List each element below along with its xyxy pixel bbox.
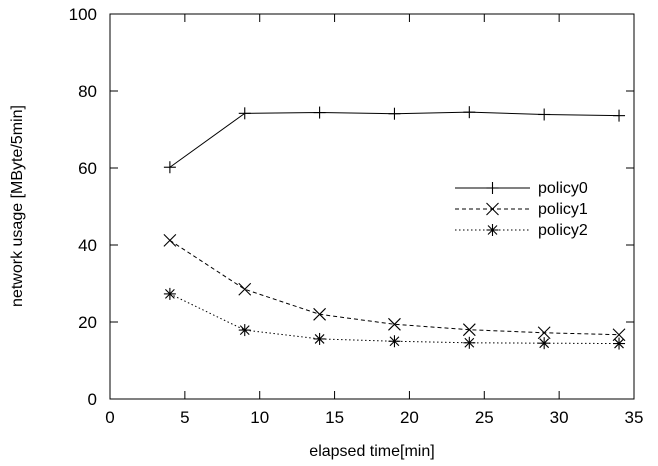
legend: policy0 policy1 policy2: [455, 180, 588, 239]
x-tick-label: 10: [250, 408, 269, 427]
x-tick-label: 20: [400, 408, 419, 427]
legend-label: policy0: [538, 180, 588, 197]
series-line-policy1: [169, 239, 620, 336]
x-tick-label: 0: [105, 408, 114, 427]
data-point-policy0: [388, 107, 401, 120]
data-point-policy0: [238, 107, 251, 120]
x-axis-label: elapsed time[min]: [309, 443, 434, 460]
axis-ticks: 0 5 10 15 20 25 30 35 0 20 40 60 80 100: [69, 5, 644, 427]
plot-area-frame: [109, 13, 635, 400]
y-axis-label: network usage [MByte/5min]: [9, 105, 26, 307]
x-tick-label: 15: [325, 408, 344, 427]
x-tick-label: 35: [625, 408, 644, 427]
data-point-policy2: [238, 324, 251, 337]
y-tick-label: 60: [78, 159, 97, 178]
series-layer: [163, 106, 626, 350]
legend-item-policy2: policy2: [455, 222, 588, 239]
series-policy0: [163, 106, 626, 174]
data-point-policy1: [313, 307, 326, 321]
y-tick-label: 20: [78, 313, 97, 332]
series-policy1: [163, 233, 626, 342]
data-point-policy1: [238, 282, 252, 296]
legend-marker: [486, 202, 499, 216]
data-point-policy2: [313, 332, 326, 345]
legend-marker: [486, 182, 499, 194]
y-tick-label: 80: [78, 82, 97, 101]
data-point-policy0: [463, 106, 476, 119]
series-line-policy0: [169, 111, 620, 168]
data-point-policy0: [313, 106, 326, 119]
data-point-policy1: [462, 323, 476, 337]
y-tick-label: 0: [88, 390, 97, 409]
data-point-policy0: [538, 108, 551, 121]
data-point-policy2: [388, 335, 401, 348]
data-point-policy0: [613, 109, 626, 122]
x-tick-label: 25: [475, 408, 494, 427]
legend-label: policy1: [538, 201, 588, 218]
data-point-policy1: [537, 326, 551, 340]
y-tick-label: 40: [78, 236, 97, 255]
x-tick-label: 30: [550, 408, 569, 427]
legend-marker: [486, 224, 499, 236]
legend-item-policy0: policy0: [455, 180, 588, 197]
data-point-policy2: [163, 287, 176, 300]
data-point-policy2: [538, 337, 551, 350]
y-tick-label: 100: [69, 5, 97, 24]
data-point-policy2: [613, 337, 626, 350]
legend-label: policy2: [538, 222, 588, 239]
data-point-policy1: [612, 328, 626, 342]
data-point-policy1: [388, 317, 401, 331]
series-policy2: [163, 287, 626, 350]
data-point-policy0: [163, 161, 176, 174]
legend-item-policy1: policy1: [455, 201, 588, 218]
x-tick-label: 5: [180, 408, 189, 427]
data-point-policy2: [463, 336, 476, 349]
data-point-policy1: [163, 233, 177, 247]
